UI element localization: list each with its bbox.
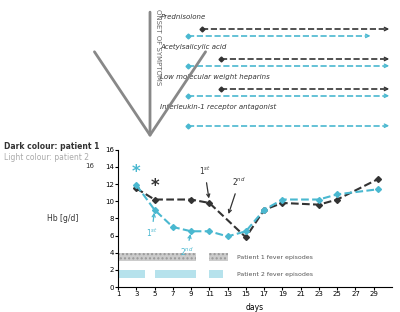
- Text: 1$^{st}$: 1$^{st}$: [199, 165, 211, 197]
- Text: 16: 16: [85, 163, 94, 169]
- Text: Prednisolone: Prednisolone: [160, 14, 206, 20]
- Text: Patient 1 fever episodes: Patient 1 fever episodes: [237, 255, 313, 260]
- Text: ONSET OF SYMPTOMS: ONSET OF SYMPTOMS: [155, 9, 161, 85]
- Text: *: *: [132, 163, 140, 181]
- Text: Light colour: patient 2: Light colour: patient 2: [4, 153, 89, 162]
- Text: Hb [g/d]: Hb [g/d]: [47, 214, 78, 223]
- Text: *: *: [150, 177, 159, 195]
- Text: Patient 2 fever episodes: Patient 2 fever episodes: [237, 272, 313, 277]
- Text: Acetylsalicylic acid: Acetylsalicylic acid: [160, 44, 227, 50]
- Text: Dark colour: patient 1: Dark colour: patient 1: [4, 142, 99, 151]
- Text: 1$^{st}$: 1$^{st}$: [146, 214, 158, 239]
- Text: Low molecular weight heparins: Low molecular weight heparins: [160, 74, 270, 80]
- Text: 2$^{nd}$: 2$^{nd}$: [180, 235, 193, 258]
- Text: Interleukin-1 receptor antagonist: Interleukin-1 receptor antagonist: [160, 104, 276, 110]
- Text: 2$^{nd}$: 2$^{nd}$: [228, 176, 246, 213]
- X-axis label: days: days: [246, 303, 264, 312]
